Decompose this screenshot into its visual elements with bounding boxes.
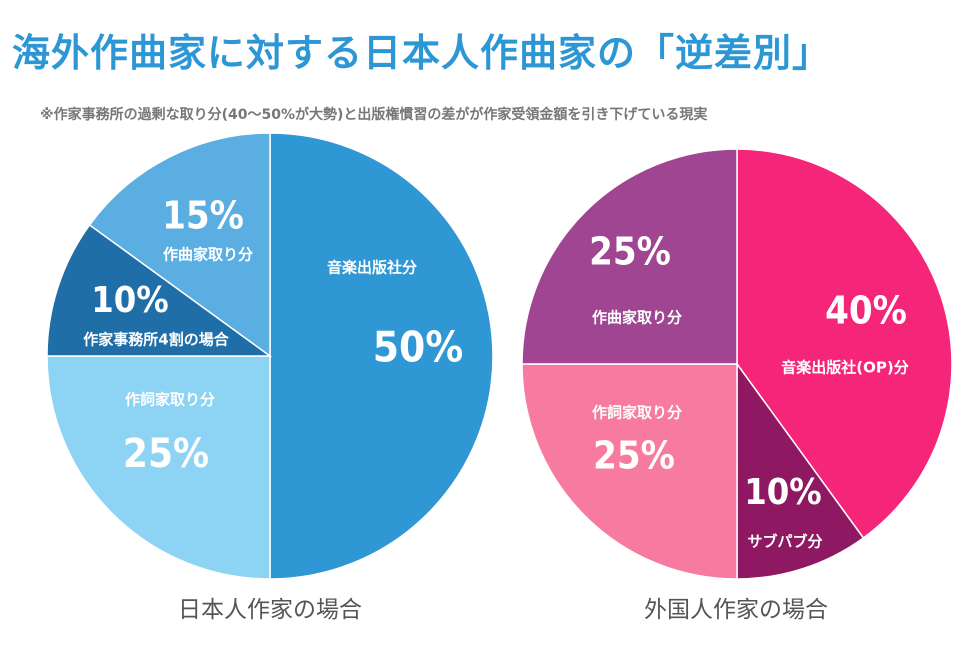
chart-subtitle: ※作家事務所の過剰な取り分(40〜50%が大勢)と出版権慣習の差がが作家受領金額… <box>40 107 708 123</box>
slice-percent-label: 40% <box>825 289 907 333</box>
slice-percent-label: 25% <box>593 434 675 478</box>
slice-percent-label: 25% <box>589 230 671 274</box>
slice-category-label: 作詞家取り分 <box>125 391 215 409</box>
slice-category-label: 作家事務所4割の場合 <box>83 331 229 349</box>
slice-category-label: 音楽出版社(OP)分 <box>781 359 908 377</box>
pie-slice <box>521 148 738 365</box>
slice-percent-label: 25% <box>123 431 209 477</box>
slice-category-label: 作曲家取り分 <box>163 246 253 264</box>
pie-slice <box>88 132 271 358</box>
pie-slice <box>521 363 738 580</box>
slice-percent-label: 10% <box>91 280 169 321</box>
slice-category-label: 作曲家取り分 <box>592 309 682 327</box>
slice-percent-label: 15% <box>162 194 244 238</box>
slice-percent-label: 10% <box>744 472 822 513</box>
slice-percent-label: 50% <box>373 323 463 372</box>
slice-category-label: 作詞家取り分 <box>592 404 682 422</box>
pie-slice <box>46 223 273 357</box>
slice-category-label: サブパブ分 <box>747 533 822 551</box>
pie-slice <box>46 355 271 580</box>
pie-caption-foreign: 外国人作家の場合 <box>644 597 828 623</box>
pie-caption-japanese: 日本人作家の場合 <box>178 597 362 623</box>
chart-title: 海外作曲家に対する日本人作曲家の「逆差別」 <box>12 31 832 75</box>
pie-slice <box>269 132 494 580</box>
pie-slice <box>736 148 953 539</box>
pie-slice <box>736 361 865 580</box>
slice-category-label: 音楽出版社分 <box>327 259 417 277</box>
